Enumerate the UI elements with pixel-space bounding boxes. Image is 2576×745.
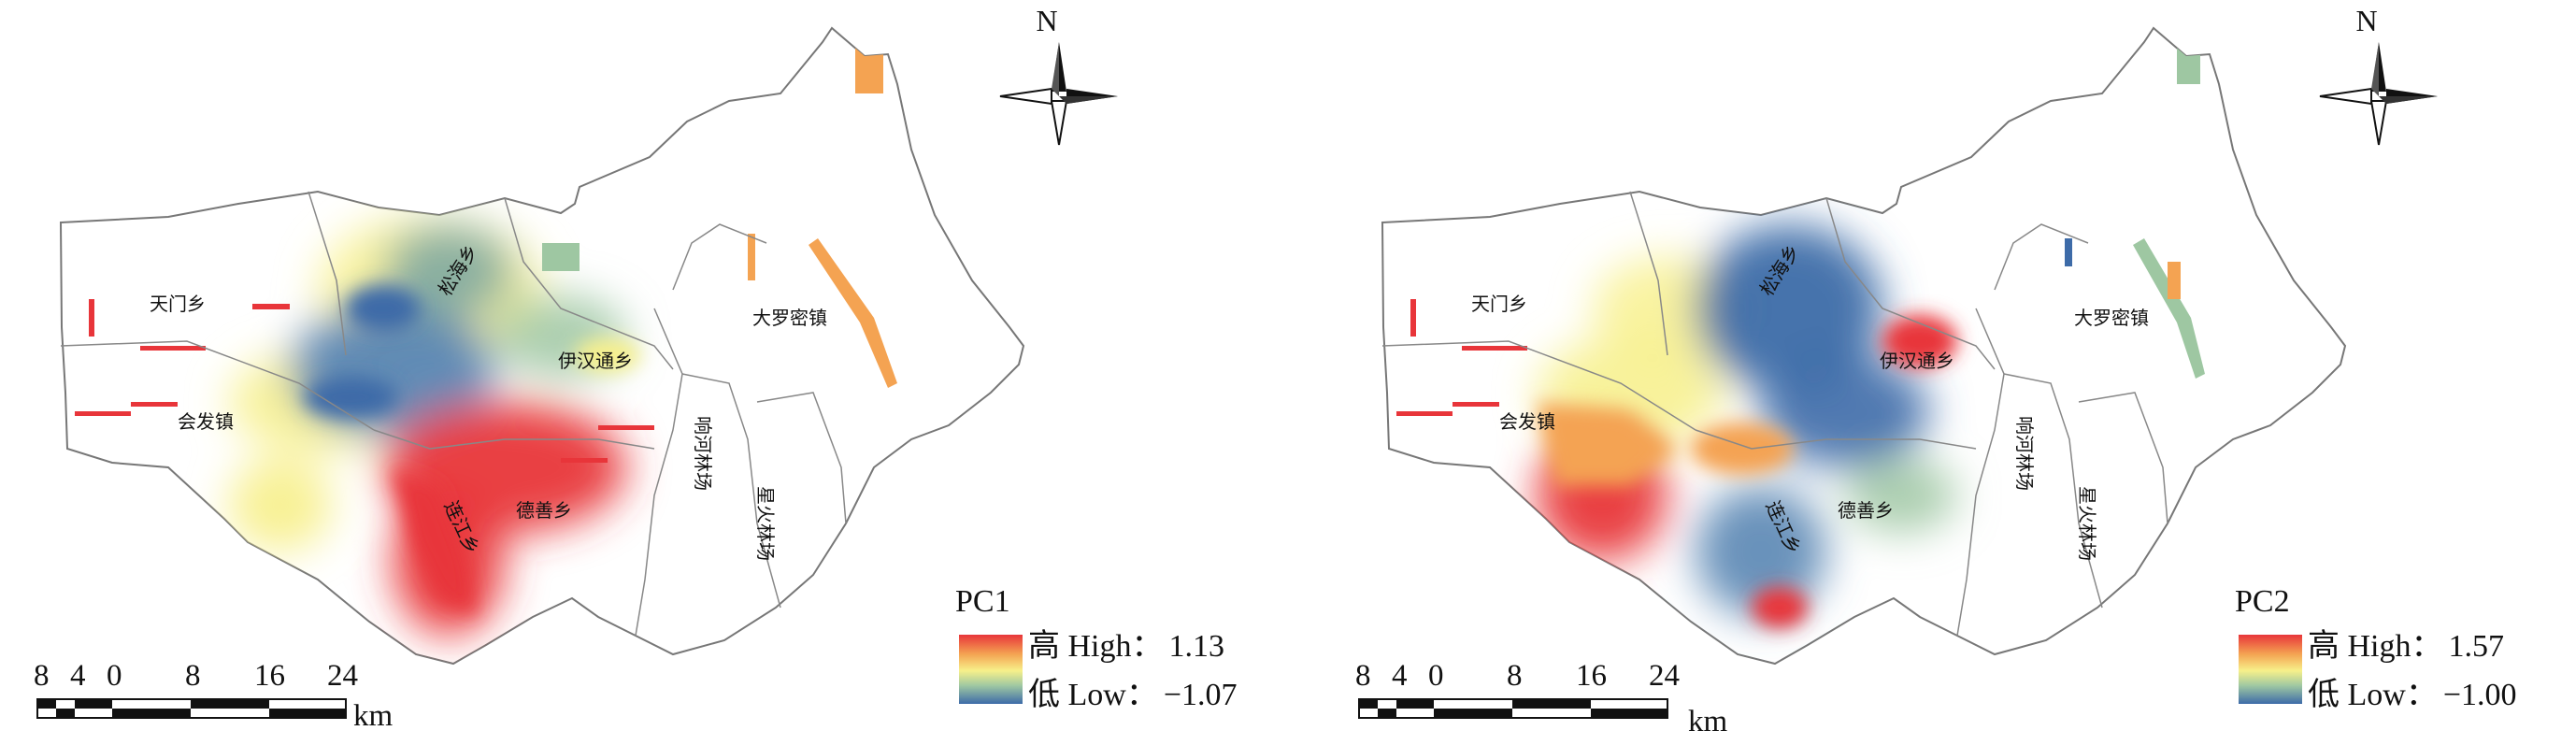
map-canvas-pc1: 天门乡 会发镇 松海乡 伊汉通乡 大罗密镇 德善乡 响河林场 星火林场 连江乡 … xyxy=(34,4,1118,733)
legend-low: 低 Low： −1.00 xyxy=(2308,668,2523,714)
scale-bar: 8 4 0 8 16 24 km xyxy=(1355,659,1728,738)
legend-low-value: −1.07 xyxy=(1163,678,1238,712)
county-boundary xyxy=(1381,26,2347,666)
place-yihantong: 伊汉通乡 xyxy=(558,350,633,372)
place-daluomi: 大罗密镇 xyxy=(752,307,827,329)
place-huifa: 会发镇 xyxy=(1499,410,1555,433)
legend-low-label: 低 Low： xyxy=(1028,678,1158,712)
legend-pc2: PC2 高 High： 1.57 低 Low： −1.00 xyxy=(2233,584,2569,715)
legend-low-value: −1.00 xyxy=(2442,678,2517,712)
place-deshan: 德善乡 xyxy=(516,499,572,522)
scale-tick-0: 8 xyxy=(1355,659,1371,693)
north-arrow: N xyxy=(999,4,1118,146)
place-xinghuo: 星火林场 xyxy=(754,486,777,561)
legend-color-ramp xyxy=(2239,635,2302,704)
scale-tick-3: 8 xyxy=(185,659,201,693)
north-label: N xyxy=(1036,4,1057,37)
place-hehe: 响河林场 xyxy=(692,416,714,491)
legend-high: 高 High： 1.13 xyxy=(1028,620,1230,666)
place-yihantong: 伊汉通乡 xyxy=(1880,350,1954,372)
legend-color-ramp xyxy=(959,635,1023,704)
scale-bar: 8 4 0 8 16 24 km xyxy=(34,659,394,733)
scale-tick-2: 0 xyxy=(1428,659,1444,693)
place-hehe: 响河林场 xyxy=(2013,416,2036,491)
place-xinghuo: 星火林场 xyxy=(2076,486,2098,561)
legend-title: PC1 xyxy=(955,584,1010,619)
legend-high-value: 1.13 xyxy=(1168,629,1225,664)
township-boundaries xyxy=(1381,191,2168,637)
north-label: N xyxy=(2355,4,2377,37)
place-huifa: 会发镇 xyxy=(178,410,234,433)
scale-unit: km xyxy=(1688,705,1728,738)
place-tianmen: 天门乡 xyxy=(1471,293,1527,315)
legend-high: 高 High： 1.57 xyxy=(2308,620,2510,666)
place-daluomi: 大罗密镇 xyxy=(2074,307,2149,329)
scale-tick-4: 16 xyxy=(254,659,285,693)
scale-tick-1: 4 xyxy=(70,659,86,693)
scale-tick-0: 8 xyxy=(34,659,50,693)
legend-high-value: 1.57 xyxy=(2448,629,2505,664)
scale-tick-1: 4 xyxy=(1392,659,1408,693)
scale-unit: km xyxy=(353,699,394,733)
scale-tick-3: 8 xyxy=(1507,659,1523,693)
map-panel-pc2: 天门乡 会发镇 松海乡 伊汉通乡 大罗密镇 德善乡 响河林场 星火林场 连江乡 … xyxy=(1322,0,2576,745)
legend-pc1: PC1 高 High： 1.13 低 Low： −1.07 xyxy=(953,584,1290,715)
scale-tick-4: 16 xyxy=(1576,659,1607,693)
north-arrow: N xyxy=(2319,4,2438,146)
map-panel-pc1: 天门乡 会发镇 松海乡 伊汉通乡 大罗密镇 德善乡 响河林场 星火林场 连江乡 … xyxy=(34,4,1290,733)
legend-high-label: 高 High： xyxy=(2308,629,2443,664)
map-canvas-pc2: 天门乡 会发镇 松海乡 伊汉通乡 大罗密镇 德善乡 响河林场 星火林场 连江乡 … xyxy=(1355,4,2438,738)
legend-title: PC2 xyxy=(2235,584,2290,619)
legend-low-label: 低 Low： xyxy=(2308,678,2438,712)
township-boundaries xyxy=(60,191,847,637)
scale-tick-2: 0 xyxy=(107,659,122,693)
place-deshan: 德善乡 xyxy=(1838,499,1894,522)
legend-low: 低 Low： −1.07 xyxy=(1028,668,1243,714)
place-tianmen: 天门乡 xyxy=(150,293,206,315)
legend-high-label: 高 High： xyxy=(1028,629,1164,664)
scale-tick-5: 24 xyxy=(1649,659,1680,693)
scale-tick-5: 24 xyxy=(327,659,358,693)
county-boundary xyxy=(59,26,1025,666)
